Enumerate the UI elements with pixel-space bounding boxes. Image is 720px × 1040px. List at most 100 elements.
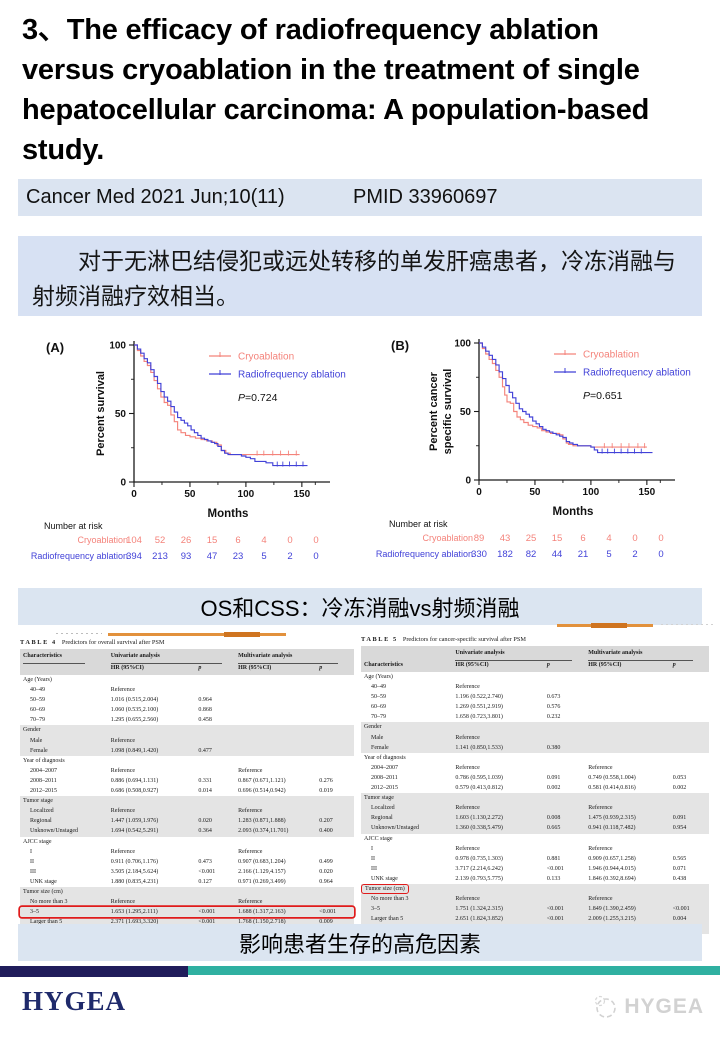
risk-value: 0 — [313, 551, 318, 562]
risk-value: 93 — [181, 551, 192, 562]
summary-block: 对于无淋巴结侵犯或远处转移的单发肝癌患者，冷冻消融与射频消融疗效相当。 — [18, 236, 702, 316]
km-curve — [134, 344, 300, 456]
footer-divider-bar — [0, 966, 720, 977]
risk-value: 47 — [207, 551, 218, 562]
section-label: AJCC stage — [23, 838, 52, 845]
x-tick-label: 50 — [529, 487, 541, 498]
legend-label: Cryoablation — [238, 352, 294, 363]
watermark-text: HYGEA — [624, 995, 704, 1018]
risk-value: 82 — [526, 549, 537, 560]
table-row: Regional 1.447 (1.059,1.976) 0.020 1.283 (0… — [30, 818, 333, 825]
y-tick-label: 50 — [115, 409, 127, 420]
y-tick-label: 0 — [465, 476, 471, 487]
table-section: Gender Male Reference Female 1.098 (0.849,1.… — [20, 725, 354, 756]
table-row: Female 1.098 (0.849,1.420) 0.477 — [30, 747, 212, 754]
table-header: Characteristics Univariate analysis Multiv… — [20, 649, 354, 675]
table-row: 2008–2011 0.886 (0.694,1.131) 0.331 0.867 (… — [30, 777, 333, 784]
section-label: Tumor stage — [23, 798, 53, 805]
risk-row-name: Cryoablation — [77, 535, 128, 545]
x-tick-label: 0 — [476, 487, 482, 498]
section-label: Gender — [23, 727, 41, 734]
y-tick-label: 100 — [454, 339, 471, 350]
risk-row-name: Cryoablation — [422, 533, 473, 543]
table-row: 40–49 Reference — [371, 684, 480, 691]
table-row: Localized Reference Reference — [371, 805, 613, 812]
table-section: Age (Years) 40–49 Reference 50–59 1.196 (0.5… — [361, 672, 709, 722]
x-tick-label: 0 — [131, 489, 137, 500]
risk-value: 25 — [526, 533, 537, 544]
p-value: P=0.651 — [583, 390, 623, 402]
table-header: Univariate analysis Multivariate analysis… — [361, 646, 709, 672]
y-axis-label: Percent cancer — [428, 371, 440, 451]
panel-label: (A) — [46, 340, 64, 355]
table-row: Larger than 5 2.651 (1.824,3.852) <0.001 2.… — [371, 916, 687, 923]
risk-row-name: Radiofrequency ablation — [31, 551, 128, 561]
risk-value: 182 — [497, 549, 513, 560]
risk-value: 21 — [578, 549, 589, 560]
table-row: 2004–2007 Reference Reference — [371, 764, 613, 771]
table-cancer-specific-survival: TABLE 5 Predictors for cancer-specific su… — [361, 623, 715, 935]
table-row: I Reference Reference — [371, 845, 613, 852]
section-label: Age (Years) — [23, 677, 52, 683]
table-row: Unknown/Unstaged 1.694 (0.542,5.291) 0.364… — [30, 828, 333, 835]
table-row: Male Reference — [30, 737, 136, 744]
legend-label: Cryoablation — [583, 350, 639, 361]
x-axis-label: Months — [208, 508, 249, 520]
section-label: Gender — [364, 724, 382, 731]
risk-value: 2 — [632, 549, 637, 560]
risk-value: 4 — [606, 533, 611, 544]
table-row: UNK stage 1.880 (0.835,4.231) 0.127 0.971 (… — [30, 878, 333, 885]
legend-label: Radiofrequency ablation — [238, 370, 346, 381]
axes — [478, 339, 675, 481]
table-row: 50–59 1.016 (0.515,2.004) 0.964 — [30, 697, 212, 704]
risk-value: 23 — [233, 551, 244, 562]
risk-value: 6 — [580, 533, 585, 544]
y-axis-label: Percent survival — [95, 371, 107, 456]
table-row: II 0.978 (0.735,1.303) 0.881 0.909 (0.657,1… — [371, 855, 687, 862]
table-row: 2012–2015 0.579 (0.413,0.812) 0.002 0.581 (… — [371, 785, 687, 792]
p-value: P=0.724 — [238, 392, 278, 404]
citation-journal: Cancer Med 2021 Jun;10(11) — [26, 186, 285, 208]
table-row: Unknown/Unstaged 1.360 (0.338,5.479) 0.665… — [371, 825, 687, 832]
risk-value: 44 — [552, 549, 563, 560]
x-tick-label: 100 — [583, 487, 600, 498]
section-label: AJCC stage — [364, 835, 393, 842]
y-axis-label: specific survival — [442, 369, 454, 455]
x-axis-label: Months — [553, 506, 594, 518]
table-row: 70–79 1.295 (0.655,2.560) 0.458 — [30, 717, 212, 724]
table-row: 2012–2015 0.686 (0.508,0.927) 0.014 0.696 (… — [30, 788, 333, 795]
footer-bar-navy-segment — [0, 966, 188, 977]
risk-value: 5 — [606, 549, 611, 560]
table-row: I Reference Reference — [30, 848, 263, 855]
risk-value: 213 — [152, 551, 168, 562]
risk-value: 330 — [471, 549, 487, 560]
table-row: 2008–2011 0.786 (0.595,1.039) 0.091 0.749 (… — [371, 774, 687, 781]
table-row: Regional 1.603 (1.130,2.272) 0.008 1.475 (0… — [371, 815, 687, 822]
section-label: Age (Years) — [364, 674, 393, 680]
brand-logo-text: HYGEA — [22, 986, 127, 1016]
table-title: TABLE 4 Predictors for overall survival a… — [20, 639, 165, 646]
table-row: 70–79 1.658 (0.723,3.801) 0.232 — [371, 714, 561, 721]
table-title: TABLE 5 Predictors for cancer-specific su… — [361, 636, 526, 643]
watermark-logo: HYGEA — [592, 994, 704, 1020]
risk-value: 2 — [287, 551, 292, 562]
risk-value: 5 — [261, 551, 266, 562]
table-row: II 0.911 (0.706,1.176) 0.473 0.907 (0.683,1… — [30, 858, 333, 865]
legend-label: Radiofrequency ablation — [583, 368, 691, 379]
risk-row-name: Radiofrequency ablation — [376, 549, 473, 559]
section-label: Tumor stage — [364, 795, 394, 802]
number-at-risk-label: Number at risk — [389, 519, 448, 529]
km-curve — [134, 344, 308, 467]
table-section: Year of diagnosis 2004–2007 Reference Refer… — [361, 753, 709, 793]
citation-bar: Cancer Med 2021 Jun;10(11) PMID 33960697 — [18, 179, 702, 216]
y-tick-label: 50 — [460, 407, 472, 418]
hygea-logo-icon — [595, 995, 617, 1018]
table-row: 3–5 1.751 (1.324,2.315) <0.001 1.849 (1.390… — [371, 906, 690, 913]
table-row: 50–59 1.196 (0.522,2.740) 0.673 — [371, 694, 561, 701]
footer-bar-teal-segment — [188, 966, 720, 975]
table-row: Female 1.141 (0.850,1.533) 0.380 — [371, 744, 561, 751]
column-group: Multivariate analysis — [588, 648, 693, 661]
page-title: 3、The efficacy of radiofrequency ablatio… — [22, 14, 650, 167]
